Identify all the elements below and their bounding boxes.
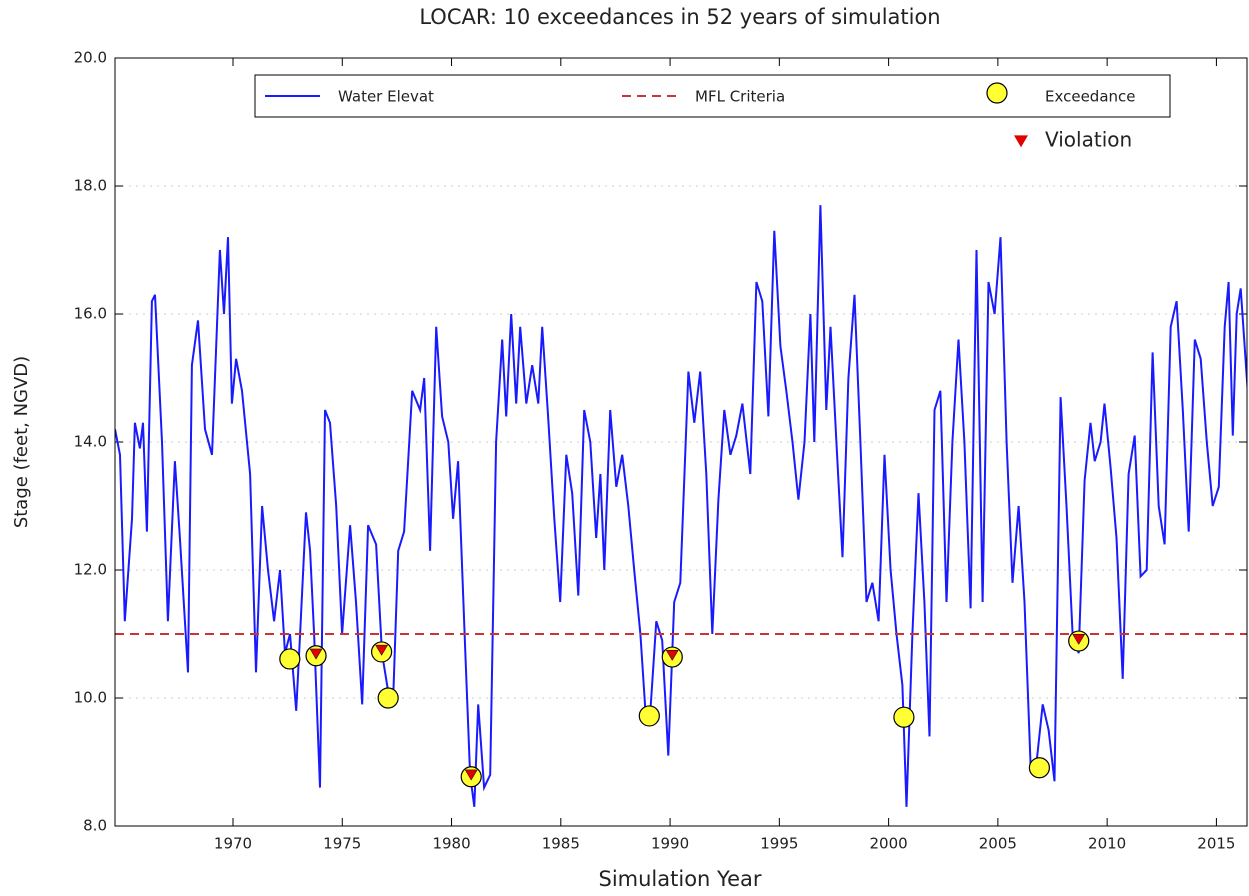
- legend-swatch: [986, 82, 1008, 104]
- x-tick-label: 1990: [651, 835, 689, 853]
- legend-label: MFL Criteria: [695, 88, 785, 106]
- water-line: [115, 205, 1247, 807]
- y-tick-label: 8.0: [83, 817, 107, 835]
- x-tick-label: 2010: [1088, 835, 1126, 853]
- violation-point: [309, 648, 323, 660]
- exceedance-point: [893, 706, 915, 728]
- legend-swatch: [1014, 135, 1028, 148]
- chart-title: LOCAR: 10 exceedances in 52 years of sim…: [419, 5, 940, 29]
- x-tick-label: 1970: [214, 835, 252, 853]
- x-tick-label: 1980: [432, 835, 470, 853]
- x-tick-label: 2005: [979, 835, 1017, 853]
- violation-point: [665, 649, 679, 661]
- y-tick-label: 12.0: [74, 561, 107, 579]
- x-tick-label: 1985: [542, 835, 580, 853]
- legend-box: [254, 74, 1171, 118]
- y-axis-label: Stage (feet, NGVD): [11, 356, 32, 528]
- y-tick-label: 16.0: [74, 305, 107, 323]
- exceedance-point: [279, 648, 301, 670]
- exceedance-point: [377, 687, 399, 709]
- y-tick-label: 20.0: [74, 49, 107, 67]
- x-axis-label: Simulation Year: [599, 867, 762, 891]
- legend-label: Exceedance: [1045, 88, 1136, 106]
- violation-point: [375, 644, 389, 656]
- y-tick-label: 14.0: [74, 433, 107, 451]
- x-tick-label: 2015: [1197, 835, 1235, 853]
- plot-frame: [114, 57, 1248, 827]
- legend-label: Violation: [1045, 128, 1132, 152]
- x-tick-label: 2000: [870, 835, 908, 853]
- violation-point: [1072, 633, 1086, 645]
- exceedance-point: [1028, 757, 1050, 779]
- x-tick-label: 1995: [760, 835, 798, 853]
- exceedance-point: [638, 705, 660, 727]
- violation-point: [464, 769, 478, 781]
- y-tick-label: 10.0: [74, 689, 107, 707]
- legend-label: Water Elevat: [338, 88, 434, 106]
- y-tick-label: 18.0: [74, 177, 107, 195]
- x-tick-label: 1975: [323, 835, 361, 853]
